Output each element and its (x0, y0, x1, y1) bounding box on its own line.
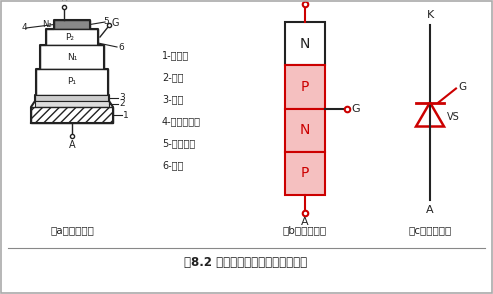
Text: 3-铝片: 3-铝片 (162, 94, 183, 104)
Text: K: K (426, 10, 434, 20)
Text: P₁: P₁ (68, 78, 76, 86)
Text: K: K (61, 0, 67, 3)
Text: N₁: N₁ (67, 53, 77, 61)
Text: N₂: N₂ (42, 20, 52, 29)
Bar (285, 108, 325, 152)
Bar (35, 101, 109, 107)
Text: P: P (301, 166, 309, 181)
Text: 图8.2 晶闸管的结构示意和表示符号: 图8.2 晶闸管的结构示意和表示符号 (184, 255, 308, 268)
Text: 4-金钨合金片: 4-金钨合金片 (162, 116, 201, 126)
Text: 6: 6 (118, 43, 124, 51)
Bar (285, 22, 325, 65)
Text: G: G (351, 103, 359, 113)
Text: 5-金硅熔片: 5-金硅熔片 (162, 138, 195, 148)
Bar (54, 20, 90, 29)
Bar (46, 29, 98, 45)
Text: 2: 2 (119, 99, 125, 108)
Text: G: G (112, 18, 119, 28)
Text: VS: VS (447, 113, 460, 123)
Bar (31, 107, 113, 123)
Bar (285, 152, 325, 195)
Text: A: A (426, 205, 434, 215)
Text: N: N (300, 37, 310, 51)
Text: 3: 3 (119, 93, 125, 103)
Text: 2-钼片: 2-钼片 (162, 72, 183, 82)
Bar (35, 95, 109, 101)
Text: 6-硅片: 6-硅片 (162, 160, 183, 170)
Text: 1: 1 (123, 111, 129, 119)
Bar (285, 65, 325, 108)
Text: 5: 5 (103, 18, 109, 26)
Text: （b）结构示意: （b）结构示意 (283, 225, 327, 235)
Text: 4: 4 (21, 23, 27, 31)
Bar (40, 45, 104, 69)
Bar (36, 69, 108, 95)
Text: A: A (301, 217, 309, 227)
Text: A: A (69, 140, 75, 150)
Text: P: P (301, 80, 309, 94)
Text: （c）表示符号: （c）表示符号 (408, 225, 452, 235)
Text: N: N (300, 123, 310, 137)
Text: P₂: P₂ (66, 33, 74, 41)
Text: （a）内部结构: （a）内部结构 (50, 225, 94, 235)
Text: 1-铜底座: 1-铜底座 (162, 50, 189, 60)
Text: G: G (458, 83, 466, 93)
